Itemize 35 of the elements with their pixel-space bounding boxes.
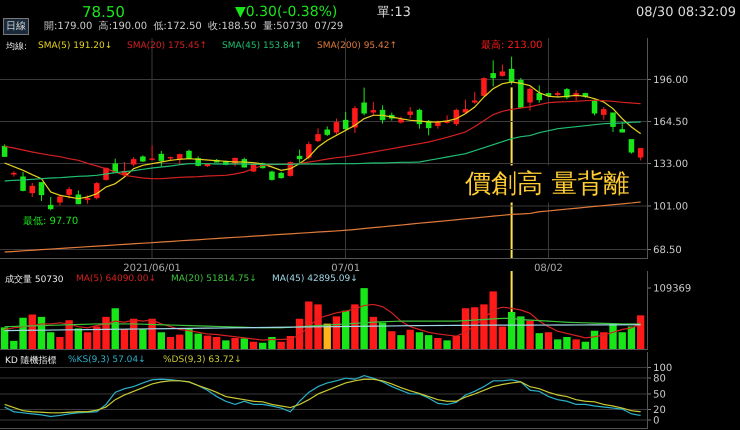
text: SMA(5) 191.20↓ [38,41,112,51]
text: 開:179.00 高:190.00 低:172.50 收:188.50 量:50730 07/29 [44,20,344,32]
text: 08/30 08:32:09 [636,5,736,20]
series-label: %KS(9,3) 57.04↓ [68,355,146,365]
y-tick-label: 68.50 [653,244,682,256]
x-tick-label: 2021/06/01 [123,263,181,274]
y-tick-label: 133.00 [653,158,688,170]
legend-title: 均線: [5,41,28,52]
y-tick-label: 109369 [653,284,692,295]
text: ▼0.30(-0.38%) [235,4,338,20]
text: 日線 [6,21,26,32]
annotation: 最低: 97.70 [23,216,78,227]
annotation: 價創高 量背離 [465,169,630,199]
y-tick-label: 196.00 [653,74,688,86]
text: SMA(45) 153.84↑ [222,41,302,51]
x-tick-label: 08/02 [534,263,563,274]
text: 78.50 [82,3,125,21]
legend-title: KD 隨機指標 [5,355,57,366]
annotation: 最高: 213.00 [481,39,543,51]
y-tick-label: 164.50 [653,116,688,128]
text: MA(45) 42895.09↓ [272,274,358,284]
text: MA(5) 64090.00↓ [76,274,156,284]
y-tick-label: 50 [653,389,666,400]
y-tick-label: 100 [653,363,672,374]
text: 單:13 [377,5,411,20]
legend-title: 成交量 50730 [5,274,64,285]
text: MA(20) 51814.75↓ [171,274,257,284]
text: SMA(20) 175.45↑ [127,41,208,51]
y-tick-label: 20 [653,405,666,416]
y-tick-label: 80 [653,374,666,385]
y-tick-label: 101.00 [653,202,688,212]
text: SMA(200) 95.42↑ [317,41,398,51]
x-tick-label: 07/01 [331,263,360,274]
y-tick-label: 0 [653,416,660,427]
series-label: %DS(9,3) 63.72↓ [163,355,242,365]
